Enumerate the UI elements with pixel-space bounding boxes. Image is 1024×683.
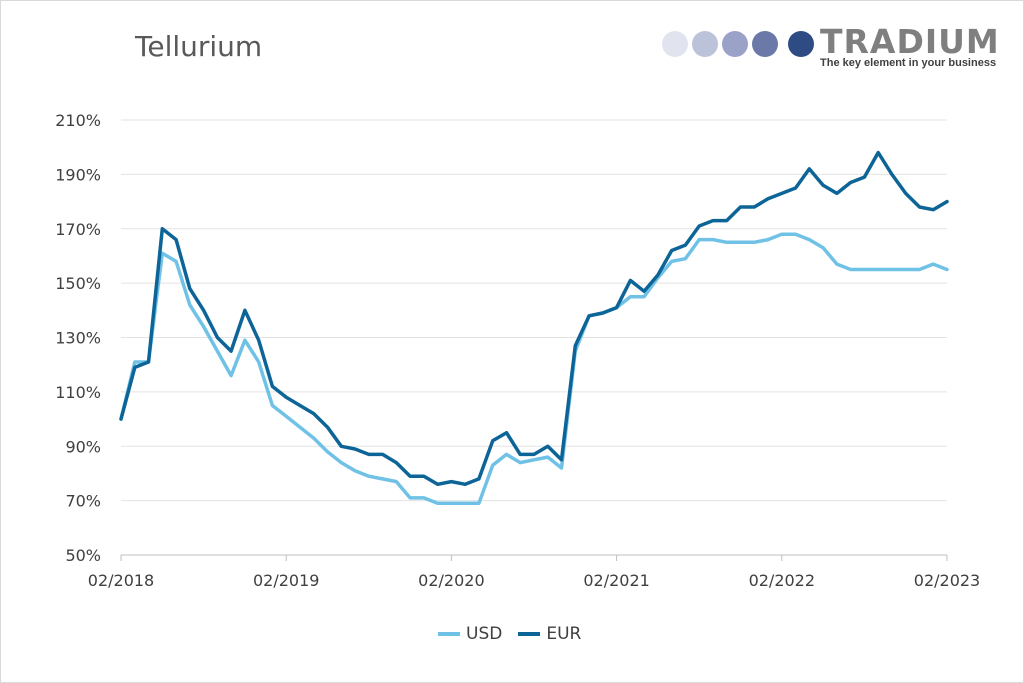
logo-dot-4 — [752, 31, 778, 57]
y-tick-label: 50% — [65, 546, 101, 565]
legend-swatch-usd — [438, 632, 460, 636]
legend-label-usd: USD — [466, 624, 503, 644]
legend-swatch-eur — [518, 632, 541, 636]
x-tick-label: 02/2019 — [253, 571, 319, 590]
x-tick-label: 02/2021 — [583, 571, 649, 590]
y-tick-labels: 210% 190% 170% 150% 130% 110% 90% 70% 50% — [55, 111, 101, 565]
x-tick-label: 02/2018 — [88, 571, 154, 590]
y-tick-label: 170% — [55, 220, 101, 239]
y-tick-label: 150% — [55, 274, 101, 293]
logo-tagline: The key element in your business — [820, 57, 997, 69]
grid-lines — [121, 119, 947, 502]
tradium-logo: TRADIUM The key element in your business — [660, 22, 1000, 74]
legend-item-eur: EUR — [518, 624, 581, 644]
logo-dot-3 — [722, 31, 748, 57]
logo-dot-5 — [788, 31, 814, 57]
logo-dot-2 — [692, 31, 718, 57]
y-tick-label: 210% — [55, 111, 101, 130]
x-tick-label: 02/2022 — [749, 571, 815, 590]
y-tick-label: 90% — [65, 437, 101, 456]
y-tick-label: 130% — [55, 329, 101, 348]
chart-title: Tellurium — [135, 30, 263, 63]
series-lines — [119, 150, 949, 506]
x-tick-label: 02/2023 — [914, 571, 980, 590]
logo-dot-1 — [662, 31, 688, 57]
x-tick-label: 02/2020 — [418, 571, 484, 590]
series-line-eur — [119, 150, 949, 487]
axes — [120, 554, 948, 561]
legend-label-eur: EUR — [546, 624, 582, 644]
y-tick-label: 190% — [55, 165, 101, 184]
logo-name: TRADIUM — [820, 22, 1000, 61]
legend: USD EUR — [438, 624, 581, 644]
series-line-usd — [119, 232, 949, 506]
y-tick-label: 110% — [55, 383, 101, 402]
y-tick-label: 70% — [65, 492, 101, 511]
legend-item-usd: USD — [438, 624, 502, 644]
x-tick-labels: 02/2018 02/2019 02/2020 02/2021 02/2022 02/20… — [88, 571, 980, 590]
